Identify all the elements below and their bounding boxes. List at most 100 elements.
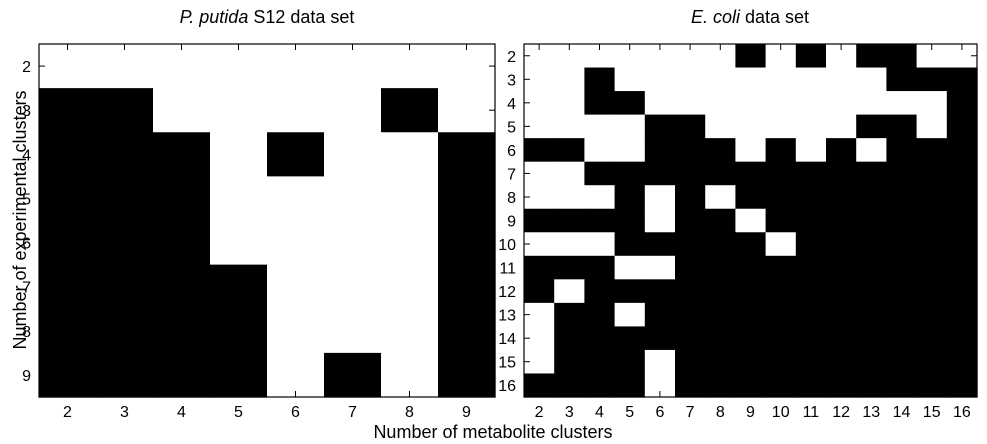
ecoli-x-tick-label: 8 [716,404,725,421]
ecoli-y-tick-label: 15 [498,355,516,372]
putida-chart-title: P. putida S12 data set [180,7,355,27]
ecoli-cell-r9-c8 [705,208,736,233]
ecoli-cell-r6-c11 [795,138,827,163]
ecoli-cell-r15-c6 [644,349,676,375]
putida-x-tick-label: 6 [291,404,300,421]
ecoli-cell-r13-c14 [886,302,918,327]
ecoli-cell-r7-c15 [916,161,948,186]
putida-cell-r2-c7 [324,44,382,89]
putida-cell-r6-c5 [210,220,268,266]
ecoli-y-tick-label: 6 [507,143,516,160]
ecoli-cell-r7-c6 [644,161,676,186]
putida-cell-r4-c7 [324,132,382,177]
ecoli-cell-r10-c15 [916,232,948,257]
ecoli-cell-r14-c14 [886,326,918,351]
ecoli-cell-r8-c7 [675,185,706,210]
ecoli-cell-r13-c3 [554,302,585,327]
ecoli-cell-r12-c15 [916,279,948,304]
putida-cell-r2-c2 [39,44,97,89]
ecoli-cell-r3-c8 [705,67,736,92]
ecoli-plot-frame [523,43,978,398]
putida-cell-r6-c3 [96,220,154,266]
ecoli-cell-r3-c6 [644,67,676,92]
putida-cell-r7-c5 [210,264,268,310]
putida-cell-r5-c9 [438,176,496,222]
ecoli-cell-r9-c3 [554,208,585,233]
ecoli-cell-r9-c4 [584,208,616,233]
ecoli-cell-r10-c11 [795,232,827,257]
ecoli-cell-r5-c6 [644,114,676,139]
ecoli-cell-r7-c5 [614,161,646,186]
ecoli-cell-r3-c9 [735,67,767,92]
putida-cell-r9-c7 [324,352,382,398]
putida-cell-r9-c4 [153,352,211,398]
ecoli-cell-r6-c13 [856,138,887,163]
putida-cell-r4-c2 [39,132,97,177]
putida-x-tick-label: 5 [234,404,243,421]
putida-cell-r8-c8 [381,308,439,354]
ecoli-cell-r8-c12 [826,185,857,210]
ecoli-cell-r9-c15 [916,208,948,233]
ecoli-cell-r13-c11 [795,302,827,327]
ecoli-cell-r5-c14 [886,114,918,139]
ecoli-cell-r9-c13 [856,208,887,233]
putida-cell-r2-c4 [153,44,211,89]
ecoli-y-tick-label: 9 [507,214,516,231]
putida-cell-r9-c9 [438,352,496,398]
ecoli-cell-r5-c8 [705,114,736,139]
ecoli-cell-r3-c12 [826,67,857,92]
ecoli-cell-r8-c14 [886,185,918,210]
ecoli-y-tick-label: 13 [498,308,516,325]
ecoli-cell-r12-c9 [735,279,767,304]
putida-cells [39,44,496,398]
putida-cell-r6-c8 [381,220,439,266]
ecoli-cell-r11-c4 [584,255,616,280]
ecoli-cell-r6-c15 [916,138,948,163]
ecoli-cell-r7-c8 [705,161,736,186]
ecoli-cells [524,44,978,398]
putida-cell-r9-c5 [210,352,268,398]
ecoli-cell-r4-c9 [735,91,767,116]
ecoli-cell-r11-c6 [644,255,676,280]
putida-cell-r8-c7 [324,308,382,354]
putida-cell-r4-c6 [267,132,325,177]
ecoli-x-tick-label: 14 [893,404,911,421]
ecoli-cell-r7-c7 [675,161,706,186]
putida-cell-r7-c3 [96,264,154,310]
ecoli-cell-r9-c7 [675,208,706,233]
ecoli-cell-r3-c11 [795,67,827,92]
ecoli-cell-r10-c6 [644,232,676,257]
ecoli-cell-r7-c11 [795,161,827,186]
putida-cell-r3-c3 [96,88,154,133]
ecoli-cell-r13-c4 [584,302,616,327]
ecoli-cell-r15-c15 [916,349,948,375]
putida-cell-r6-c7 [324,220,382,266]
putida-y-tick-label: 9 [22,368,31,385]
ecoli-cell-r15-c3 [554,349,585,375]
ecoli-cell-r10-c5 [614,232,646,257]
ecoli-cell-r14-c4 [584,326,616,351]
ecoli-cell-r13-c15 [916,302,948,327]
ecoli-cell-r12-c10 [765,279,797,304]
ecoli-cell-r13-c7 [675,302,706,327]
ecoli-cell-r3-c15 [916,67,948,92]
putida-cell-r3-c5 [210,88,268,133]
ecoli-cell-r13-c12 [826,302,857,327]
ecoli-x-tick-label: 6 [655,404,664,421]
putida-cell-r4-c5 [210,132,268,177]
ecoli-x-tick-label: 2 [535,404,544,421]
ecoli-cell-r8-c15 [916,185,948,210]
putida-cell-r9-c3 [96,352,154,398]
ecoli-cell-r14-c5 [614,326,646,351]
ecoli-y-tick-label: 4 [507,96,516,113]
putida-cell-r7-c8 [381,264,439,310]
putida-cell-r9-c6 [267,352,325,398]
putida-x-tick-label: 8 [405,404,414,421]
putida-ticks: 2 3 4 5 6 7 8 9 2 3 4 5 6 7 8 9 [22,44,495,421]
putida-cell-r7-c7 [324,264,382,310]
ecoli-cell-r7-c3 [554,161,585,186]
ecoli-cell-r9-c9 [735,208,767,233]
ecoli-cell-r11-c8 [705,255,736,280]
ecoli-cell-r14-c15 [916,326,948,351]
